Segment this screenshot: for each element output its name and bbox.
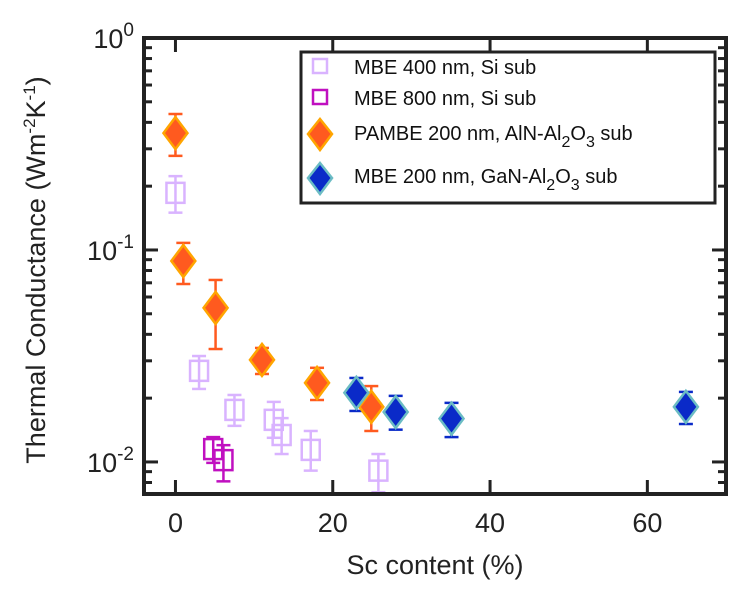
- data-point-diamond: [672, 388, 700, 425]
- data-point-diamond: [437, 400, 466, 437]
- data-markers: [161, 114, 700, 482]
- y-tick-label-exponent: 0: [123, 20, 134, 41]
- legend-marker-blue-diamond: [306, 160, 334, 197]
- y-tick-label-base: 10: [87, 448, 117, 478]
- error-bar: [303, 429, 318, 472]
- data-point-square: [271, 423, 292, 447]
- y-tick-label-base: 10: [87, 236, 117, 266]
- legend-label-end: sub: [580, 166, 618, 188]
- y-tick-label: 10-2: [87, 444, 134, 478]
- legend-label-sub: 3: [586, 134, 595, 151]
- legend-marker-orange-diamond: [306, 116, 334, 153]
- y-axis-label-end: ): [21, 76, 51, 85]
- data-point-square: [165, 181, 186, 205]
- legend-box: [299, 50, 717, 205]
- legend-item-gan: MBE 200 nm, GaN-Al2O3 sub: [306, 160, 617, 197]
- x-tick-label: 0: [168, 508, 183, 538]
- data-point-diamond: [202, 289, 230, 326]
- y-axis-label-mid: K: [21, 100, 51, 118]
- data-point-diamond: [169, 242, 197, 280]
- data-point-diamond: [342, 374, 370, 411]
- legend: MBE 400 nm, Si sub MBE 800 nm, Si sub PA…: [299, 50, 717, 205]
- y-tick-label: 10-1: [87, 232, 134, 266]
- legend-label-end: sub: [595, 123, 633, 145]
- y-tick-label: 100: [93, 20, 134, 54]
- data-point-square: [368, 459, 389, 482]
- legend-label-sub: 2: [546, 177, 555, 194]
- x-axis-label: Sc content (%): [346, 550, 523, 580]
- data-point-diamond: [161, 114, 190, 152]
- legend-label: MBE 800 nm, Si sub: [354, 88, 536, 110]
- data-point-diamond: [303, 364, 331, 401]
- legend-item-mbe-400: MBE 400 nm, Si sub: [311, 57, 536, 79]
- legend-label-text: MBE 200 nm, GaN-Al: [354, 166, 546, 188]
- data-point-square: [188, 359, 210, 383]
- y-tick-label-exponent: -1: [117, 232, 134, 253]
- data-point-square: [224, 398, 245, 422]
- y-axis-label: Thermal Conductance (Wm-2K-1): [20, 76, 51, 463]
- legend-label: PAMBE 200 nm, AlN-Al2O3 sub: [354, 123, 633, 151]
- x-tick-label: 40: [475, 508, 505, 538]
- axes-frame: [142, 36, 728, 496]
- x-tick-label: 20: [318, 508, 348, 538]
- x-tick-label: 60: [632, 508, 662, 538]
- legend-label-mid: O: [570, 123, 586, 145]
- legend-item-pambe: PAMBE 200 nm, AlN-Al2O3 sub: [306, 116, 633, 153]
- legend-label-sub: 2: [561, 134, 570, 151]
- y-tick-label-exponent: -2: [117, 444, 134, 465]
- y-axis-label-exp2: -1: [20, 85, 39, 100]
- legend-label-sub: 3: [571, 177, 580, 194]
- data-point-diamond: [382, 393, 410, 431]
- data-point-square: [300, 438, 321, 462]
- legend-item-mbe-800: MBE 800 nm, Si sub: [311, 88, 536, 110]
- legend-label: MBE 400 nm, Si sub: [354, 57, 536, 79]
- legend-label-mid: O: [555, 166, 571, 188]
- legend-label: MBE 200 nm, GaN-Al2O3 sub: [354, 166, 617, 194]
- y-tick-label-base: 10: [93, 24, 123, 54]
- legend-marker-open-square-magenta: [311, 88, 329, 106]
- y-axis-label-base: Thermal Conductance (Wm: [21, 134, 51, 464]
- legend-label-text: PAMBE 200 nm, AlN-Al: [354, 123, 561, 145]
- data-point-diamond: [248, 341, 276, 378]
- legend-marker-open-square-light: [311, 57, 329, 75]
- data-point-square: [213, 448, 234, 472]
- y-axis-label-exp1: -2: [20, 118, 39, 133]
